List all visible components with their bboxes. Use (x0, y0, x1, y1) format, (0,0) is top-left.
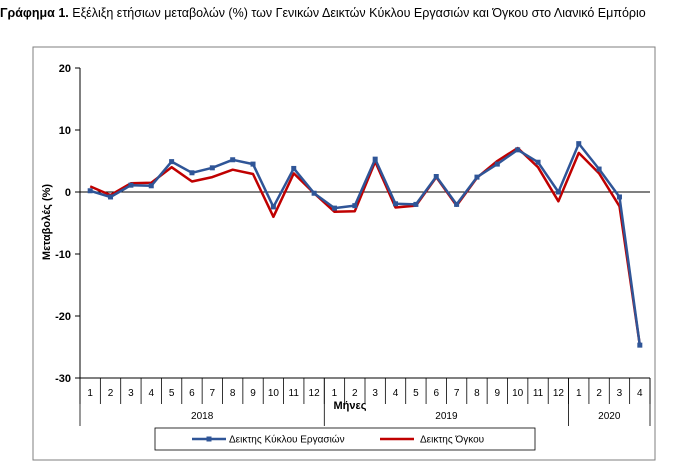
x-tick-label: 12 (553, 388, 565, 399)
data-point (189, 170, 195, 176)
data-point (128, 182, 134, 188)
chart-frame (32, 46, 656, 461)
y-axis-label: Μεταβολές (%) (41, 184, 53, 260)
data-point (515, 147, 521, 153)
data-point (494, 161, 500, 167)
x-tick-label: 2 (108, 388, 114, 399)
x-tick-label: 1 (332, 388, 338, 399)
x-tick-label: 10 (268, 388, 280, 399)
data-point (250, 161, 256, 167)
x-tick-label: 10 (512, 388, 524, 399)
x-tick-label: 1 (87, 388, 93, 399)
caption-text: Εξέλιξη ετήσιων μεταβολών (%) των Γενικώ… (72, 6, 646, 20)
y-tick-label: -20 (55, 311, 71, 323)
x-tick-label: 4 (393, 388, 399, 399)
year-label: 2018 (191, 411, 214, 422)
x-tick-label: 7 (210, 388, 216, 399)
x-tick-label: 4 (637, 388, 643, 399)
x-tick-label: 3 (128, 388, 134, 399)
data-point (474, 174, 480, 180)
x-tick-label: 2 (352, 388, 358, 399)
x-tick-label: 3 (617, 388, 623, 399)
legend-box (154, 427, 536, 451)
series-line-2 (89, 146, 642, 346)
x-tick-label: 8 (474, 388, 480, 399)
y-axis: 20 10 0 -10 -20 -30 (55, 63, 81, 385)
y-tick-label: -10 (55, 249, 71, 261)
data-point (108, 194, 114, 200)
y-tick-label: 10 (59, 125, 71, 137)
data-point (148, 183, 154, 189)
x-axis-label: Μήνες (334, 400, 367, 412)
x-tick-label: 6 (189, 388, 195, 399)
legend-label-series-2: Δεικτης Όγκου (420, 435, 484, 446)
year-label: 2019 (435, 411, 458, 422)
x-tick-label: 4 (148, 388, 154, 399)
data-point (413, 201, 419, 207)
data-point (291, 165, 297, 171)
x-tick-label: 5 (413, 388, 419, 399)
legend: Δεικτης Κύκλου Εργασιών Δεικτης Όγκου (154, 427, 536, 451)
x-tick-label: 8 (230, 388, 236, 399)
caption-prefix: Γράφημα 1. (0, 6, 69, 20)
series-layer (87, 141, 643, 348)
legend-label-series-1: Δεικτης Κύκλου Εργασιών (229, 434, 345, 446)
data-point (209, 165, 215, 171)
x-tick-label: 7 (454, 388, 460, 399)
x-tick-label: 2 (596, 388, 602, 399)
data-point (372, 156, 378, 162)
data-point (637, 342, 643, 348)
data-point (576, 141, 582, 147)
data-point (393, 201, 399, 207)
x-tick-label: 5 (169, 388, 175, 399)
series-2 (89, 146, 642, 346)
series-1 (87, 141, 643, 348)
x-tick-label: 6 (433, 388, 439, 399)
figure-caption: Γράφημα 1. Εξέλιξη ετήσιων μεταβολών (%)… (0, 6, 680, 22)
y-tick-label: 0 (65, 187, 71, 199)
data-point (230, 157, 236, 163)
y-tick-label: 20 (59, 63, 71, 75)
data-point (169, 159, 175, 165)
data-point (555, 189, 561, 195)
legend-marker-series-1 (206, 436, 212, 442)
series-line-1 (89, 142, 642, 346)
data-point (87, 188, 93, 194)
data-point (535, 159, 541, 165)
x-tick-label: 9 (250, 388, 256, 399)
year-label: 2020 (598, 411, 621, 422)
data-point (616, 194, 622, 200)
data-point (311, 190, 317, 196)
data-point (433, 174, 439, 179)
y-tick-label: -30 (55, 373, 71, 385)
data-point (352, 203, 358, 209)
data-point (270, 204, 276, 210)
x-tick-label: 11 (533, 388, 544, 399)
x-tick-label: 3 (372, 388, 378, 399)
data-point (454, 201, 460, 207)
x-tick-label: 9 (495, 388, 501, 399)
x-tick-label: 11 (289, 388, 300, 399)
data-point (331, 205, 337, 211)
x-tick-label: 1 (576, 388, 582, 399)
x-tick-label: 12 (309, 388, 321, 399)
data-point (596, 166, 602, 172)
